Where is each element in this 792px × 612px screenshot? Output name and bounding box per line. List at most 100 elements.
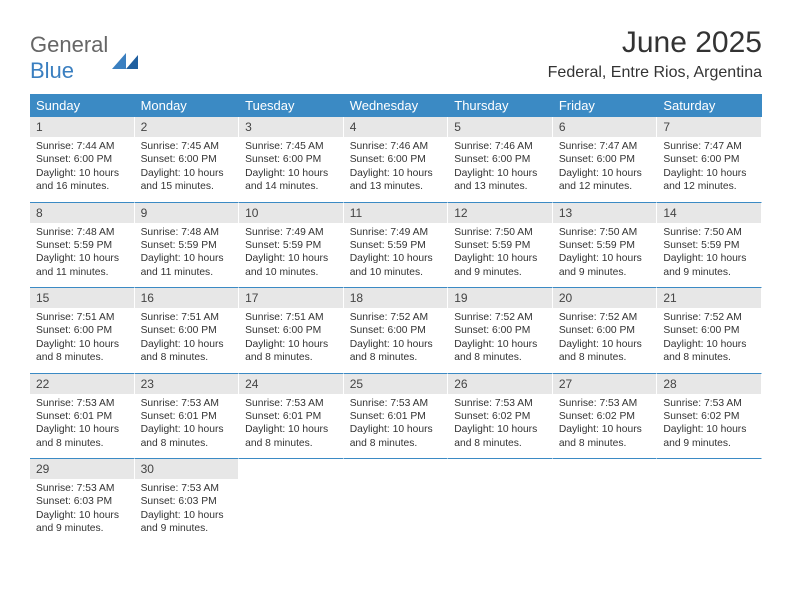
day-number: 29 [30,458,135,479]
empty-cell [344,479,449,544]
day-cell: Sunrise: 7:53 AMSunset: 6:01 PMDaylight:… [135,394,240,459]
daylight-text-1: Daylight: 10 hours [141,167,233,180]
sunset-text: Sunset: 5:59 PM [36,239,128,252]
weekday-header: Thursday [448,94,553,117]
day-cell: Sunrise: 7:53 AMSunset: 6:03 PMDaylight:… [30,479,135,544]
daylight-text-1: Daylight: 10 hours [36,338,128,351]
sunrise-text: Sunrise: 7:45 AM [141,140,233,153]
daylight-text-1: Daylight: 10 hours [36,423,128,436]
empty-cell [553,479,658,544]
daylight-text-1: Daylight: 10 hours [663,423,755,436]
sunset-text: Sunset: 6:00 PM [36,324,128,337]
daylight-text-2: and 8 minutes. [454,437,546,450]
sunset-text: Sunset: 5:59 PM [663,239,755,252]
daylight-text-1: Daylight: 10 hours [36,167,128,180]
empty-cell [344,458,449,479]
day-number: 13 [553,202,658,223]
daylight-text-1: Daylight: 10 hours [350,423,442,436]
day-cell: Sunrise: 7:48 AMSunset: 5:59 PMDaylight:… [30,223,135,288]
sunset-text: Sunset: 5:59 PM [141,239,233,252]
daynum-row: 891011121314 [30,202,762,223]
sunrise-text: Sunrise: 7:53 AM [663,397,755,410]
day-number: 25 [344,373,449,394]
empty-cell [239,479,344,544]
sunrise-text: Sunrise: 7:50 AM [663,226,755,239]
sunset-text: Sunset: 6:00 PM [559,324,651,337]
daylight-text-2: and 9 minutes. [454,266,546,279]
day-cell: Sunrise: 7:53 AMSunset: 6:03 PMDaylight:… [135,479,240,544]
daylight-text-2: and 11 minutes. [141,266,233,279]
daylight-text-1: Daylight: 10 hours [350,252,442,265]
daylight-text-2: and 8 minutes. [245,437,337,450]
empty-cell [657,458,762,479]
daybody-row: Sunrise: 7:48 AMSunset: 5:59 PMDaylight:… [30,223,762,288]
sunrise-text: Sunrise: 7:48 AM [36,226,128,239]
daylight-text-1: Daylight: 10 hours [350,338,442,351]
sunset-text: Sunset: 6:02 PM [454,410,546,423]
daylight-text-2: and 8 minutes. [454,351,546,364]
calendar-page: General Blue June 2025 Federal, Entre Ri… [0,0,792,564]
sunset-text: Sunset: 6:03 PM [141,495,233,508]
day-cell: Sunrise: 7:52 AMSunset: 6:00 PMDaylight:… [344,308,449,373]
daylight-text-2: and 12 minutes. [559,180,651,193]
daylight-text-1: Daylight: 10 hours [141,423,233,436]
daylight-text-2: and 8 minutes. [36,351,128,364]
empty-cell [448,479,553,544]
day-cell: Sunrise: 7:52 AMSunset: 6:00 PMDaylight:… [553,308,658,373]
daylight-text-1: Daylight: 10 hours [245,167,337,180]
daylight-text-1: Daylight: 10 hours [559,423,651,436]
daylight-text-1: Daylight: 10 hours [454,338,546,351]
daynum-row: 22232425262728 [30,373,762,394]
sunset-text: Sunset: 5:59 PM [350,239,442,252]
weekday-header: Monday [135,94,240,117]
sunset-text: Sunset: 6:00 PM [245,153,337,166]
sunrise-text: Sunrise: 7:51 AM [141,311,233,324]
day-number: 5 [448,117,553,137]
sunrise-text: Sunrise: 7:53 AM [559,397,651,410]
daylight-text-1: Daylight: 10 hours [36,509,128,522]
calendar-grid: Sunday Monday Tuesday Wednesday Thursday… [30,94,762,544]
sunset-text: Sunset: 6:00 PM [350,153,442,166]
daylight-text-1: Daylight: 10 hours [663,252,755,265]
daylight-text-1: Daylight: 10 hours [141,252,233,265]
day-number: 20 [553,287,658,308]
day-cell: Sunrise: 7:53 AMSunset: 6:01 PMDaylight:… [30,394,135,459]
empty-cell [239,458,344,479]
daylight-text-1: Daylight: 10 hours [559,338,651,351]
day-number: 14 [657,202,762,223]
sunrise-text: Sunrise: 7:45 AM [245,140,337,153]
sunset-text: Sunset: 6:00 PM [141,324,233,337]
daylight-text-2: and 14 minutes. [245,180,337,193]
day-cell: Sunrise: 7:49 AMSunset: 5:59 PMDaylight:… [344,223,449,288]
daylight-text-2: and 15 minutes. [141,180,233,193]
daylight-text-1: Daylight: 10 hours [663,167,755,180]
sunrise-text: Sunrise: 7:53 AM [141,397,233,410]
day-cell: Sunrise: 7:53 AMSunset: 6:01 PMDaylight:… [344,394,449,459]
day-number: 7 [657,117,762,137]
sunset-text: Sunset: 6:00 PM [559,153,651,166]
day-number: 27 [553,373,658,394]
day-number: 9 [135,202,240,223]
daynum-row: 2930 [30,458,762,479]
day-number: 3 [239,117,344,137]
sunrise-text: Sunrise: 7:52 AM [663,311,755,324]
daylight-text-2: and 10 minutes. [245,266,337,279]
day-number: 19 [448,287,553,308]
daylight-text-2: and 10 minutes. [350,266,442,279]
sunrise-text: Sunrise: 7:47 AM [559,140,651,153]
day-number: 28 [657,373,762,394]
sunrise-text: Sunrise: 7:51 AM [36,311,128,324]
day-number: 2 [135,117,240,137]
sunset-text: Sunset: 6:02 PM [663,410,755,423]
month-title: June 2025 [548,26,762,60]
daylight-text-1: Daylight: 10 hours [245,338,337,351]
day-cell: Sunrise: 7:46 AMSunset: 6:00 PMDaylight:… [448,137,553,202]
daybody-row: Sunrise: 7:53 AMSunset: 6:01 PMDaylight:… [30,394,762,459]
daylight-text-1: Daylight: 10 hours [245,423,337,436]
daylight-text-1: Daylight: 10 hours [454,423,546,436]
sunset-text: Sunset: 6:01 PM [245,410,337,423]
day-cell: Sunrise: 7:44 AMSunset: 6:00 PMDaylight:… [30,137,135,202]
daylight-text-2: and 8 minutes. [663,351,755,364]
day-cell: Sunrise: 7:53 AMSunset: 6:02 PMDaylight:… [657,394,762,459]
sunset-text: Sunset: 6:02 PM [559,410,651,423]
